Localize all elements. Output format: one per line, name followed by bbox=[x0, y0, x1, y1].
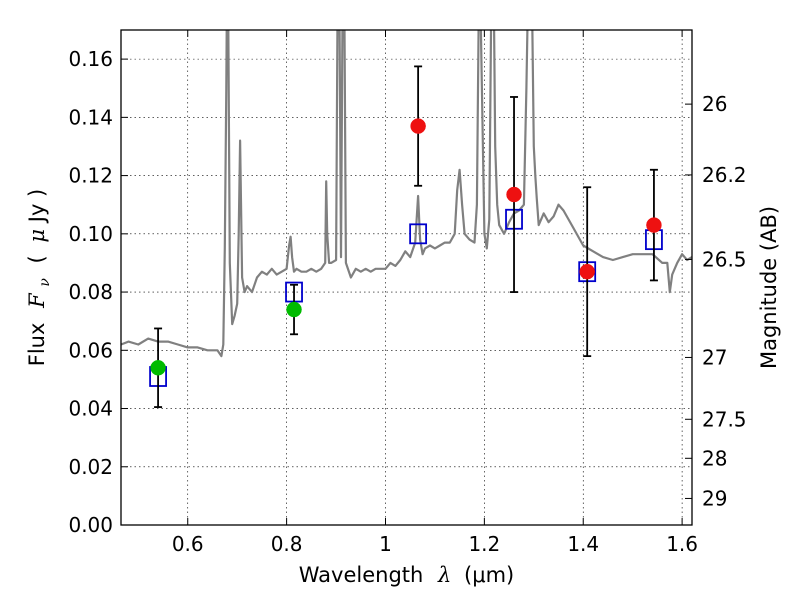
y-axis-label-unit-rest: Jy ) bbox=[25, 189, 49, 225]
y2-axis-label: Magnitude (AB) bbox=[757, 206, 781, 369]
y2-tick-label: 28 bbox=[702, 446, 727, 470]
x-tick-label: 1.2 bbox=[468, 532, 500, 556]
y-tick-label: 0.10 bbox=[68, 222, 113, 246]
y2-tick-label: 26 bbox=[702, 92, 727, 116]
y2-tick-label: 27 bbox=[702, 345, 727, 369]
x-tick-label: 0.6 bbox=[172, 532, 204, 556]
y-tick-label: 0.12 bbox=[68, 164, 113, 188]
y2-tick-label: 26.2 bbox=[702, 163, 747, 187]
y-axis-label-symbol: F bbox=[25, 292, 49, 309]
x-tick-label: 0.8 bbox=[271, 532, 303, 556]
data-point-marker bbox=[410, 118, 426, 134]
y-axis-label-unit-mu: μ bbox=[25, 229, 49, 243]
data-point-marker bbox=[150, 360, 166, 376]
x-axis-label-prefix: Wavelength bbox=[299, 563, 424, 587]
y-tick-label: 0.08 bbox=[68, 280, 113, 304]
y-axis-label-subscript: ν bbox=[37, 278, 53, 287]
plot-frame bbox=[120, 29, 693, 526]
x-axis-label: Wavelength λ (μm) bbox=[299, 563, 514, 587]
y-tick-label: 0.16 bbox=[68, 47, 113, 71]
model-spectrum bbox=[121, 30, 692, 358]
x-axis-label-unit: (μm) bbox=[464, 563, 514, 587]
photometry-points bbox=[149, 65, 663, 408]
y2-tick-label: 27.5 bbox=[702, 407, 747, 431]
data-point-marker bbox=[646, 217, 662, 233]
data-point-marker bbox=[506, 186, 522, 203]
x-tick-label: 1.6 bbox=[666, 532, 698, 556]
y-axis-label: Flux F ν ( μ Jy ) bbox=[25, 189, 54, 367]
y-tick-label: 0.02 bbox=[68, 455, 113, 479]
y-axis-label-prefix: Flux bbox=[25, 323, 49, 367]
data-point-marker bbox=[286, 301, 302, 318]
y-tick-label: 0.06 bbox=[68, 338, 113, 362]
model-square-marker bbox=[409, 223, 428, 245]
x-tick-label: 1.4 bbox=[567, 532, 599, 556]
spectrum-line bbox=[121, 30, 692, 358]
axis-ticks: 0.6 0.8 1 1.2 1.4 1.6 0.00 0.02 0.04 0.06 0.08 0.10… bbox=[68, 30, 747, 556]
y2-tick-label: 26.5 bbox=[702, 247, 747, 271]
y2-tick-label: 29 bbox=[702, 486, 727, 510]
x-tick-label: 1 bbox=[379, 532, 392, 556]
y-tick-label: 0.14 bbox=[68, 105, 113, 129]
y-axis-label-unit-open: ( bbox=[25, 255, 49, 263]
grid-lines bbox=[121, 30, 692, 525]
y-tick-label: 0.00 bbox=[68, 513, 113, 537]
y-tick-label: 0.04 bbox=[68, 397, 113, 421]
x-axis-label-symbol: λ bbox=[437, 563, 451, 587]
data-point-marker bbox=[579, 263, 595, 280]
